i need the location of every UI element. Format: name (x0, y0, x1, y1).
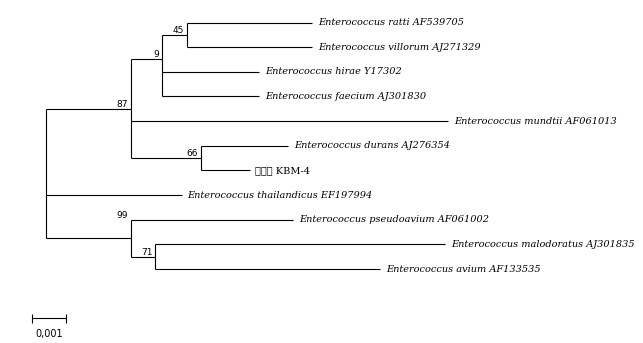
Text: Enterococcus ratti AF539705: Enterococcus ratti AF539705 (318, 18, 464, 27)
Text: 9: 9 (154, 50, 159, 59)
Text: Enterococcus thailandicus EF197994: Enterococcus thailandicus EF197994 (188, 191, 373, 200)
Text: Enterococcus avium AF133535: Enterococcus avium AF133535 (386, 264, 541, 274)
Text: Enterococcus mundtii AF061013: Enterococcus mundtii AF061013 (454, 117, 617, 126)
Text: 66: 66 (186, 149, 198, 158)
Text: Enterococcus malodoratus AJ301835: Enterococcus malodoratus AJ301835 (451, 240, 635, 249)
Text: Enterococcus pseudoavium AF061002: Enterococcus pseudoavium AF061002 (299, 215, 489, 224)
Text: 45: 45 (172, 26, 184, 35)
Text: Enterococcus hirae Y17302: Enterococcus hirae Y17302 (265, 67, 402, 76)
Text: 87: 87 (116, 100, 128, 109)
Text: 0,001: 0,001 (35, 330, 62, 340)
Text: Enterococcus faecium AJ301830: Enterococcus faecium AJ301830 (265, 92, 426, 101)
Text: 유산균 KBM-4: 유산균 KBM-4 (255, 166, 311, 175)
Text: Enterococcus durans AJ276354: Enterococcus durans AJ276354 (294, 141, 450, 150)
Text: Enterococcus villorum AJ271329: Enterococcus villorum AJ271329 (318, 43, 481, 52)
Text: 71: 71 (141, 248, 152, 257)
Text: 99: 99 (116, 211, 128, 220)
